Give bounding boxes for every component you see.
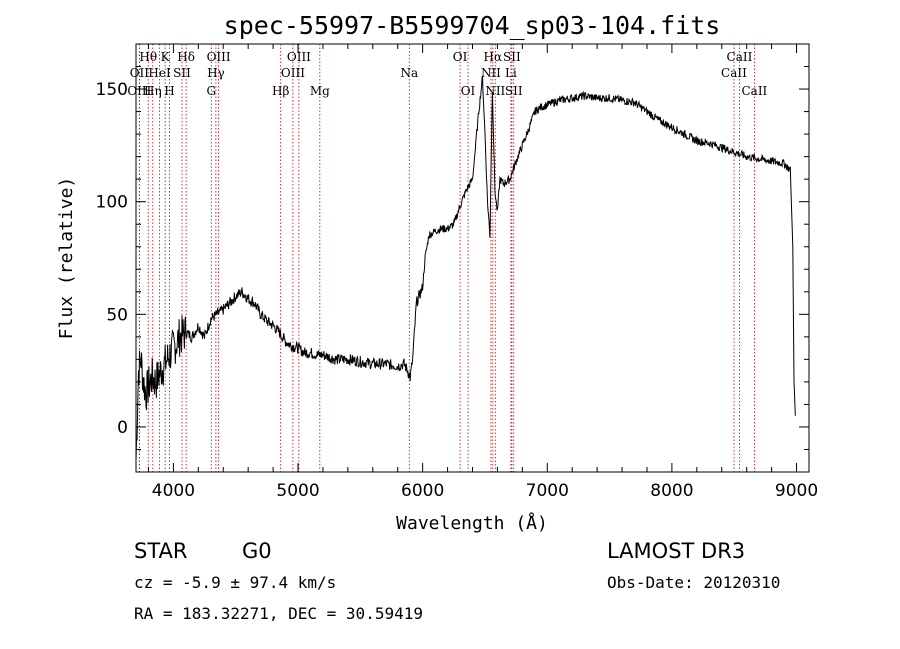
x-tick-label: 4000 — [152, 481, 195, 501]
observation-date: Obs-Date: 20120310 — [607, 573, 780, 592]
spectral-line-label: OII — [130, 66, 150, 80]
spectral-line-label: SII — [173, 66, 191, 80]
y-tick-label: 100 — [96, 193, 128, 213]
chart-title: spec-55997-B5599704_sp03-104.fits — [224, 11, 721, 40]
spectral-line-label: Hδ — [177, 50, 195, 64]
y-tick-label: 150 — [96, 80, 128, 100]
spectral-line-label: CaII — [721, 66, 747, 80]
spectral-line-markers — [138, 44, 755, 472]
spectral-line-label: Mg — [310, 84, 330, 98]
x-tick-label: 9000 — [775, 481, 818, 501]
spectral-line-label: Li — [505, 66, 517, 80]
spectral-line-label: OIII — [287, 50, 311, 64]
y-axis-label: Flux (relative) — [56, 177, 77, 340]
y-tick-label: 0 — [117, 418, 128, 438]
spectral-line-label: NII — [481, 66, 501, 80]
spectral-line-label: CaII — [727, 50, 753, 64]
x-axis-ticks: 4000 5000 6000 7000 8000 9000 — [147, 44, 818, 501]
spectral-line-label: Na — [400, 66, 418, 80]
x-axis-label: Wavelength (Å) — [396, 512, 548, 534]
y-axis-ticks: 0 50 100 150 — [96, 66, 809, 450]
object-class: STAR — [134, 539, 187, 563]
survey-name: LAMOST DR3 — [607, 539, 745, 563]
spectral-line-label: OI — [453, 50, 468, 64]
spectral-line-label: Hα — [484, 50, 503, 64]
object-subclass: G0 — [242, 539, 272, 563]
spectral-line-label: CaII — [741, 84, 767, 98]
spectral-line-labels: Hθ OII OIII K HeI Hη H Hδ SII OIII Hγ G OIII OIII Hβ Mg… — [127, 50, 767, 98]
spectral-line-label: G — [206, 84, 216, 98]
spectrum-series — [135, 75, 796, 462]
spectral-line-label: Hγ — [207, 66, 225, 80]
x-tick-label: 8000 — [650, 481, 693, 501]
spectral-line-label: Hθ — [139, 50, 157, 64]
spectral-line-label: SII — [503, 50, 521, 64]
spectral-line-label: HeI — [148, 66, 171, 80]
spectral-line-label: Hη — [144, 84, 162, 98]
plot-frame — [135, 43, 810, 473]
spectral-line-label: H — [164, 84, 174, 98]
x-tick-label: 5000 — [276, 481, 319, 501]
spectral-line-label: SII — [505, 84, 523, 98]
y-tick-label: 50 — [106, 305, 128, 325]
x-tick-label: 7000 — [526, 481, 569, 501]
spectral-line-label: NII — [485, 84, 505, 98]
spectral-line-label: OIII — [127, 84, 151, 98]
coordinates: RA = 183.32271, DEC = 30.59419 — [134, 604, 423, 623]
spectral-line-label: Hβ — [272, 84, 289, 98]
spectral-line-label: OI — [461, 84, 476, 98]
spectral-line-label: OIII — [281, 66, 305, 80]
redshift-velocity: cz = -5.9 ± 97.4 km/s — [134, 573, 336, 592]
spectral-line-label: K — [161, 50, 171, 64]
spectrum-line — [135, 75, 796, 462]
x-tick-label: 6000 — [401, 481, 444, 501]
spectral-line-label: OIII — [207, 50, 231, 64]
